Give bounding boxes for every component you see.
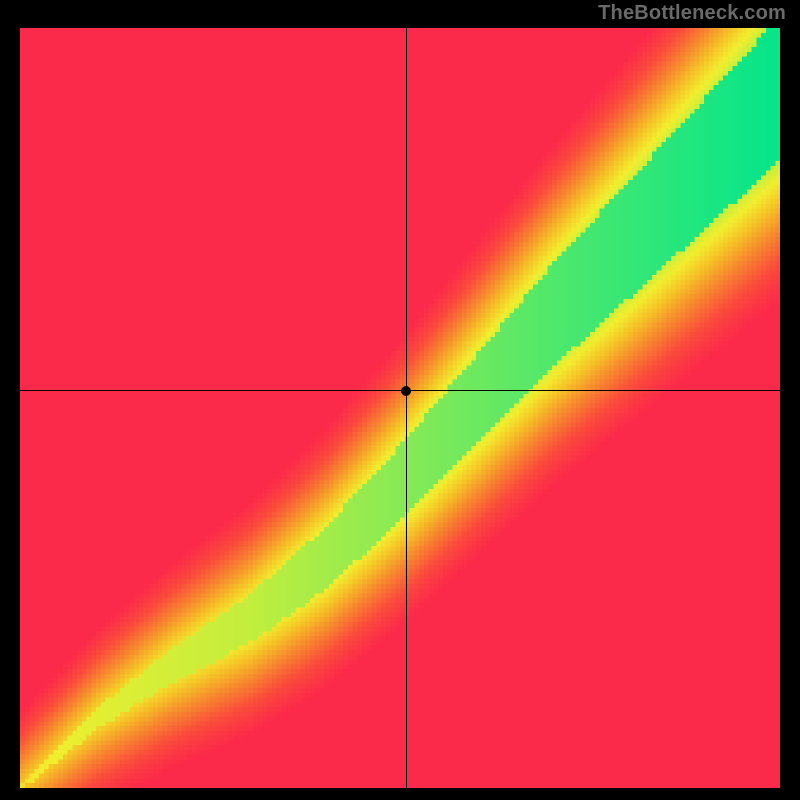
crosshair-vertical bbox=[406, 28, 407, 788]
crosshair-horizontal bbox=[20, 390, 780, 391]
crosshair-marker bbox=[401, 386, 411, 396]
bottleneck-heatmap bbox=[20, 28, 780, 788]
watermark-text: TheBottleneck.com bbox=[598, 2, 786, 25]
chart-frame: TheBottleneck.com bbox=[0, 0, 800, 800]
